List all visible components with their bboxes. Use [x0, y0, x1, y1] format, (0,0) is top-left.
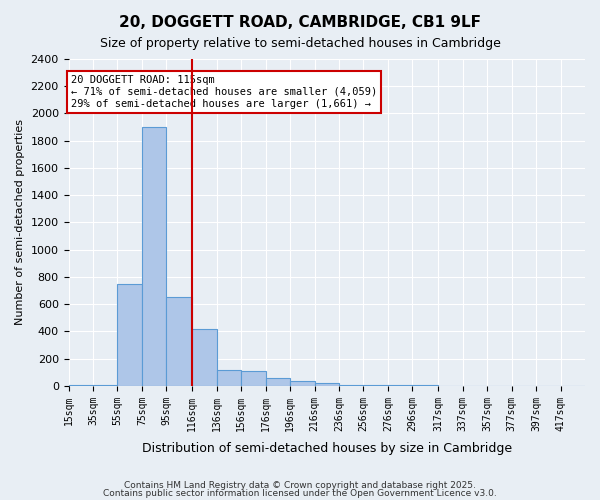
Text: Size of property relative to semi-detached houses in Cambridge: Size of property relative to semi-detach…: [100, 38, 500, 51]
Bar: [290, 381, 314, 386]
Bar: [314, 383, 339, 386]
Bar: [241, 371, 266, 386]
Text: Contains HM Land Registry data © Crown copyright and database right 2025.: Contains HM Land Registry data © Crown c…: [124, 480, 476, 490]
Bar: [388, 385, 412, 386]
Bar: [412, 385, 438, 386]
Bar: [68, 384, 93, 386]
Text: 20, DOGGETT ROAD, CAMBRIDGE, CB1 9LF: 20, DOGGETT ROAD, CAMBRIDGE, CB1 9LF: [119, 15, 481, 30]
Bar: [364, 385, 388, 386]
Y-axis label: Number of semi-detached properties: Number of semi-detached properties: [15, 120, 25, 326]
Bar: [192, 328, 217, 386]
Bar: [93, 384, 118, 386]
Bar: [118, 284, 142, 386]
Bar: [266, 378, 290, 386]
Text: Contains public sector information licensed under the Open Government Licence v3: Contains public sector information licen…: [103, 489, 497, 498]
Bar: [217, 370, 241, 386]
X-axis label: Distribution of semi-detached houses by size in Cambridge: Distribution of semi-detached houses by …: [142, 442, 512, 455]
Text: 20 DOGGETT ROAD: 115sqm
← 71% of semi-detached houses are smaller (4,059)
29% of: 20 DOGGETT ROAD: 115sqm ← 71% of semi-de…: [71, 76, 377, 108]
Bar: [166, 298, 192, 386]
Bar: [339, 385, 364, 386]
Bar: [142, 127, 166, 386]
